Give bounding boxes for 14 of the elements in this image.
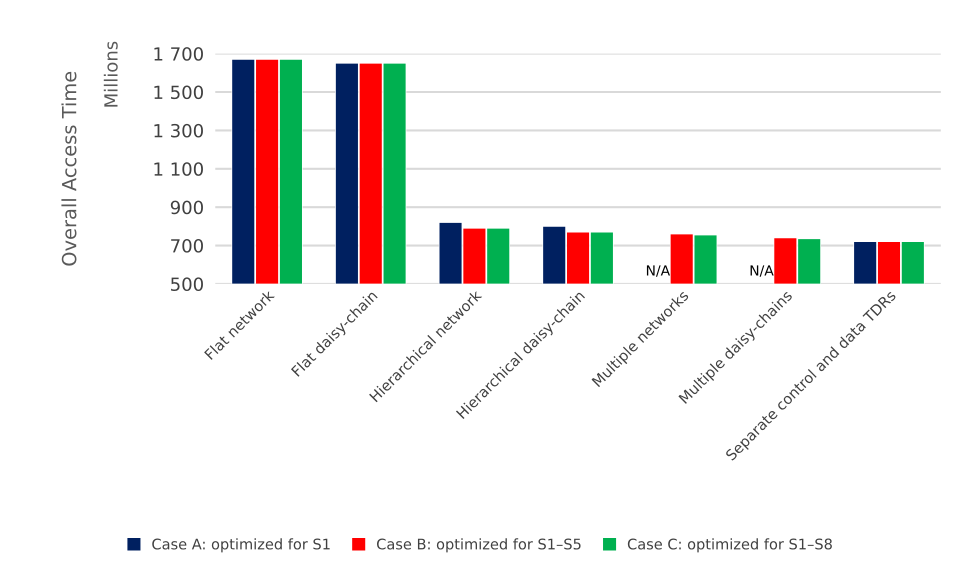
y-tick-label: 1 100 [154, 162, 203, 176]
legend-label: Case C: optimized for S1–S8 [628, 538, 832, 552]
y-tick-label: 900 [170, 200, 203, 214]
y-tick-label: 1 500 [154, 85, 203, 100]
y-tick-label: 500 [171, 277, 203, 292]
annotation: N/A [750, 265, 774, 277]
legend-label: Case A: optimized for S1 [152, 538, 330, 552]
y-tick-label: 1 700 [154, 47, 203, 61]
y-tick-label: 700 [171, 239, 203, 253]
y-axis-title: Overall Access Time [61, 72, 76, 266]
legend-label: Case B: optimized for S1–S5 [377, 538, 581, 552]
y-tick-label: 1 300 [154, 124, 203, 138]
text: Millions [104, 42, 118, 107]
annotation: N/A [646, 265, 670, 277]
